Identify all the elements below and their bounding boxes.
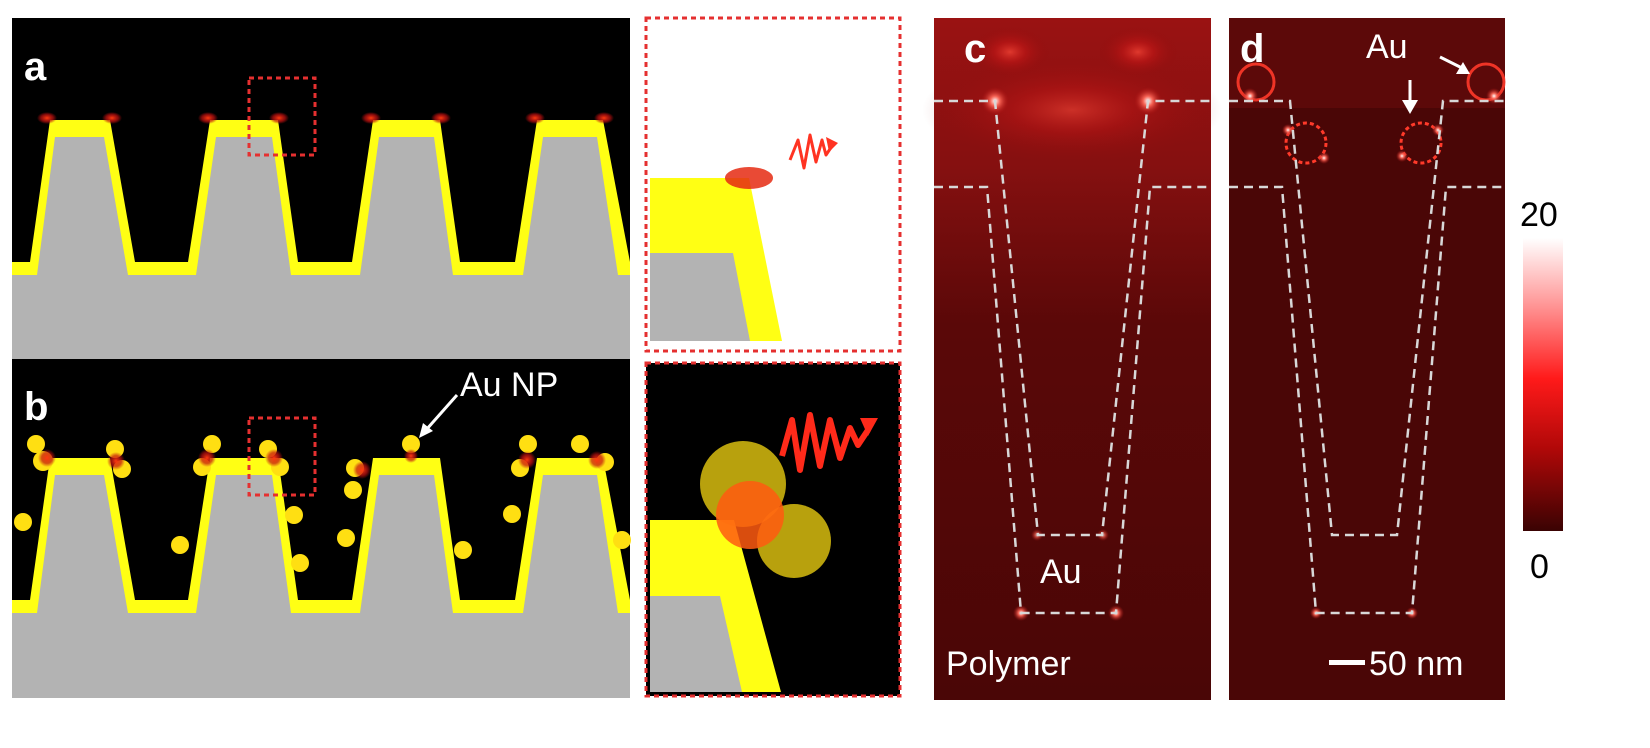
scattered-light-icon (788, 133, 838, 170)
polymer-grating (12, 475, 630, 698)
outer-boundary-outline (934, 185, 1211, 615)
colorbar-max-label: 20 (1520, 196, 1558, 234)
panel-c-field-map: c Au Polymer (922, 18, 1222, 700)
au-np-label: Au NP (460, 366, 558, 404)
colorbar-min-label: 0 (1530, 548, 1549, 586)
np-hotspots (38, 449, 606, 479)
np-hotspot (716, 481, 784, 549)
polymer-label: Polymer (946, 645, 1071, 683)
polymer-grating (12, 137, 630, 359)
au-np-arrow (419, 394, 459, 438)
panel-a: a (12, 18, 630, 359)
panel-letter-d: d (1240, 27, 1264, 71)
nanoparticle-hotspot (1399, 121, 1443, 165)
au-particle-label: Au (1366, 28, 1408, 66)
panel-letter-a: a (24, 45, 47, 89)
au-arrows (1402, 55, 1470, 114)
outer-boundary-outline (1229, 185, 1505, 615)
scattered-light-icon (779, 412, 878, 473)
edge-hotspots (37, 112, 614, 124)
panel-b: Au NP b (12, 359, 631, 698)
inner-boundary-outline (934, 99, 1211, 537)
colorbar: 20 0 (1520, 196, 1563, 586)
zoom-region-box (247, 76, 317, 157)
inner-boundary-outline (1229, 99, 1505, 537)
scale-bar (1329, 660, 1365, 665)
polymer (650, 253, 750, 341)
panel-d-field-map: d Au 50 nm (1229, 18, 1506, 700)
scale-bar-label: 50 nm (1369, 645, 1464, 683)
au-region-label: Au (1040, 553, 1082, 591)
inset-bare-edge (644, 16, 902, 353)
field-map-background (1229, 18, 1505, 700)
panel-letter-b: b (24, 385, 48, 429)
zoom-region-box (247, 416, 317, 497)
inset-np-edge (644, 361, 902, 698)
edge-hotspot (725, 167, 773, 189)
nanoparticle-hotspot (1284, 121, 1328, 165)
panel-letter-c: c (964, 27, 986, 71)
polymer (650, 596, 742, 692)
colorbar-gradient (1523, 238, 1563, 531)
